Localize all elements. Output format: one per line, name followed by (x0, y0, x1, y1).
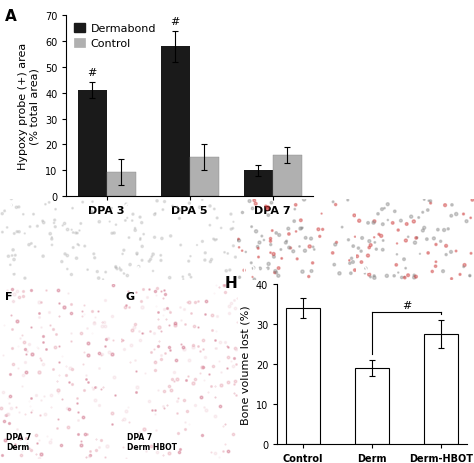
Text: DPA 5: DPA 5 (243, 265, 268, 275)
Text: DPA 7: DPA 7 (361, 265, 387, 275)
Point (447, 22, 455, 30)
Point (132, 23, 139, 30)
Point (342, 7, 350, 14)
Point (388, 59, 396, 67)
Text: DPA 3: DPA 3 (124, 265, 150, 275)
Point (426, 23, 433, 31)
Point (183, 53, 191, 60)
Bar (286, 309, 320, 444)
Point (453, 68, 460, 75)
Text: E: E (360, 202, 368, 213)
Point (466, 50, 474, 58)
Point (465, 76, 473, 83)
Point (194, 14, 202, 21)
Text: DPA 3 Control: DPA 3 Control (6, 265, 65, 275)
Point (183, 185, 191, 192)
Point (450, 232, 458, 240)
Point (434, 211, 441, 218)
Point (165, 16, 173, 24)
Point (342, 0, 350, 4)
Text: D: D (242, 202, 251, 213)
Point (211, 2, 219, 9)
Text: C: C (123, 202, 131, 213)
Point (196, 148, 204, 155)
Bar (273, 156, 301, 197)
Bar (190, 158, 219, 197)
Bar (244, 171, 273, 197)
Legend: Dermabond, Control: Dermabond, Control (72, 22, 158, 51)
Text: #: # (170, 17, 180, 26)
Text: DPA 7
Derm: DPA 7 Derm (6, 432, 31, 451)
Bar (424, 335, 458, 444)
Bar (355, 369, 389, 444)
Text: H: H (224, 275, 237, 290)
Bar (107, 172, 136, 197)
Point (180, 129, 188, 137)
Point (316, 214, 323, 221)
Text: #: # (87, 68, 97, 78)
Text: A: A (5, 9, 17, 24)
Text: DPA 7
Derm HBOT: DPA 7 Derm HBOT (127, 432, 177, 451)
Bar (78, 91, 107, 197)
Text: B: B (5, 202, 13, 213)
Text: #: # (402, 301, 411, 311)
Point (224, 179, 232, 187)
Point (279, 99, 287, 106)
Y-axis label: Hypoxy probe (+) area
(% total area): Hypoxy probe (+) area (% total area) (18, 43, 39, 170)
Point (422, 82, 429, 90)
Point (358, 117, 365, 125)
Point (149, 101, 157, 108)
Point (254, 198, 262, 206)
Point (282, 222, 290, 229)
Point (357, 150, 365, 157)
Y-axis label: Bone volume lost (%): Bone volume lost (%) (240, 305, 250, 424)
Text: F: F (5, 292, 12, 302)
Text: G: G (126, 292, 135, 302)
Point (442, 129, 449, 136)
Bar (161, 47, 190, 197)
